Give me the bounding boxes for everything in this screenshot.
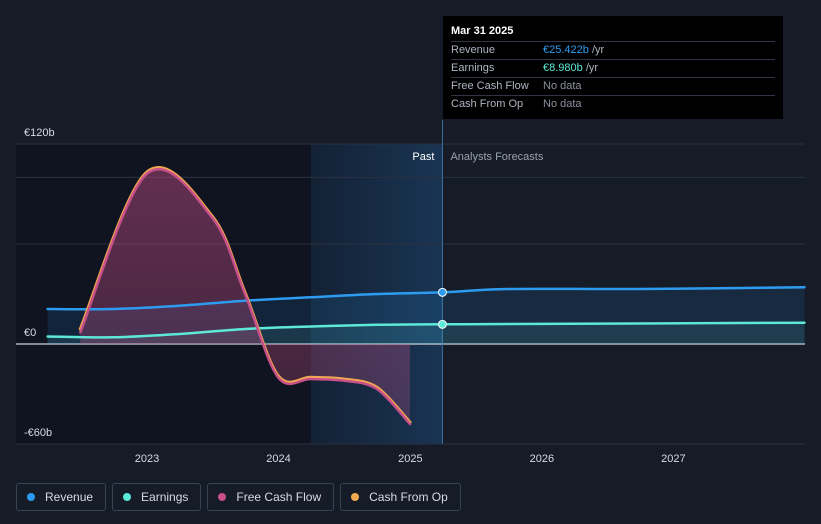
y-tick-label: €120b xyxy=(24,127,55,139)
tooltip-date: Mar 31 2025 xyxy=(451,24,775,42)
earnings-dot-icon xyxy=(123,493,132,501)
x-tick-label: 2026 xyxy=(530,453,554,465)
earnings-line xyxy=(46,321,806,339)
cash-from-op-dot-icon xyxy=(351,493,360,501)
tooltip-label: Earnings xyxy=(451,62,495,74)
past-label: Past xyxy=(412,151,434,163)
tooltip-row-free-cash-flow: Free Cash Flow No data xyxy=(451,78,775,96)
tooltip-label: Revenue xyxy=(451,44,496,56)
legend-label: Free Cash Flow xyxy=(236,490,322,504)
analysts-forecasts-label: Analysts Forecasts xyxy=(450,151,543,163)
legend-item-free-cash-flow[interactable]: Free Cash Flow xyxy=(207,483,335,511)
tooltip-value: €25.422b xyxy=(543,44,589,56)
y-tick-label: €0 xyxy=(24,327,36,339)
legend-item-cash-from-op[interactable]: Cash From Op xyxy=(340,483,461,511)
chart-legend: Revenue Earnings Free Cash Flow Cash Fro… xyxy=(16,483,461,511)
tooltip-label: Cash From Op xyxy=(451,98,524,110)
tooltip-row-revenue: Revenue €25.422b /yr xyxy=(451,42,775,60)
free-cash-flow-line xyxy=(79,167,412,426)
x-tick-label: 2027 xyxy=(661,453,685,465)
earnings-marker xyxy=(437,319,447,329)
y-tick-label: -€60b xyxy=(24,427,52,439)
tooltip-value: No data xyxy=(543,80,582,92)
x-tick-label: 2024 xyxy=(266,453,290,465)
revenue-line xyxy=(46,286,806,311)
tooltip-row-cash-from-op: Cash From Op No data xyxy=(451,96,775,113)
data-tooltip: Mar 31 2025 Revenue €25.422b /yr Earning… xyxy=(443,16,783,119)
legend-label: Cash From Op xyxy=(369,490,448,504)
tooltip-label: Free Cash Flow xyxy=(451,80,529,92)
revenue-marker xyxy=(437,287,447,297)
revenue-dot-icon xyxy=(27,493,35,501)
legend-item-revenue[interactable]: Revenue xyxy=(16,483,107,511)
legend-label: Earnings xyxy=(141,490,189,504)
tooltip-unit: /yr xyxy=(582,62,599,74)
x-tick-label: 2023 xyxy=(135,453,159,465)
tooltip-row-earnings: Earnings €8.980b /yr xyxy=(451,60,775,78)
tooltip-value: No data xyxy=(543,98,582,110)
legend-label: Revenue xyxy=(45,490,94,504)
x-tick-label: 2025 xyxy=(398,453,422,465)
legend-item-earnings[interactable]: Earnings xyxy=(112,483,202,511)
tooltip-value: €8.980b xyxy=(543,62,583,74)
tooltip-unit: /yr xyxy=(588,44,605,56)
free-cash-flow-dot-icon xyxy=(218,493,227,501)
